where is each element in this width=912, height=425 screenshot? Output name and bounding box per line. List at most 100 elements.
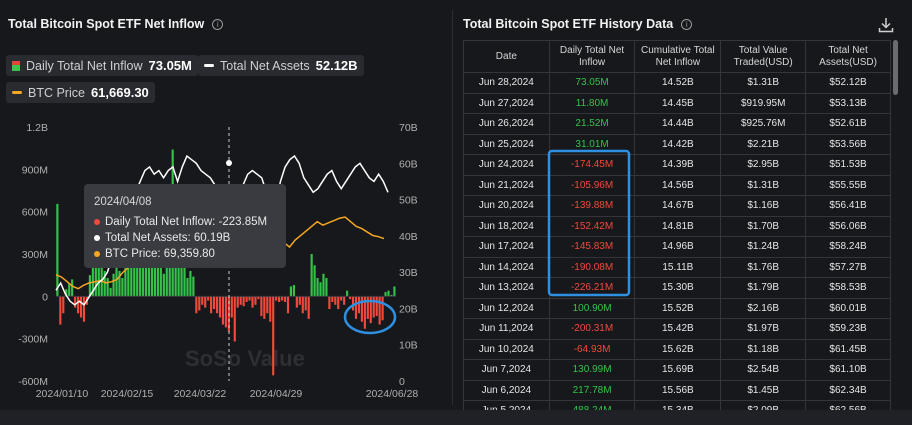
- cell-net-assets: $60.01B: [805, 297, 891, 319]
- table-row[interactable]: Jun 21,2024 -105.96M 14.56B $1.31B $55.55B: [463, 174, 891, 196]
- cell-daily-inflow: -152.42M: [548, 215, 636, 237]
- inflow-bar: [357, 296, 361, 314]
- table-row[interactable]: Jun 11,2024 -200.31M 15.42B $1.97B $59.23B: [463, 318, 891, 340]
- cell-net-assets: $55.55B: [805, 174, 891, 196]
- inflow-bar: [278, 296, 281, 302]
- cell-net-assets: $52.12B: [805, 72, 891, 94]
- y-tick-label-left: 900M: [22, 164, 48, 176]
- inflow-bar: [245, 296, 248, 302]
- y-tick-label-right: 70B: [399, 122, 418, 134]
- cell-value-traded: $1.18B: [720, 338, 807, 360]
- inflow-bar: [100, 254, 103, 297]
- table-row[interactable]: Jun 7,2024 130.99M 15.69B $2.54B $61.10B: [463, 359, 891, 381]
- inflow-bar: [378, 296, 381, 325]
- legend-value: 73.05M: [148, 58, 192, 73]
- tooltip-text: Total Net Assets: 60.19B: [105, 232, 231, 244]
- table-row[interactable]: Jun 6,2024 217.78M 15.56B $1.45B $62.34B: [463, 379, 891, 401]
- inflow-bar: [283, 296, 287, 302]
- cell-daily-inflow: -105.96M: [548, 174, 636, 196]
- col-date[interactable]: Date: [463, 40, 550, 73]
- cell-date: Jun 12,2024: [463, 297, 550, 319]
- cell-daily-inflow: 31.01M: [548, 133, 636, 155]
- cell-net-assets: $57.27B: [805, 256, 891, 278]
- bottom-bar: [0, 410, 912, 425]
- inflow-bar: [106, 277, 109, 297]
- cell-value-traded: $1.79B: [720, 277, 807, 299]
- inflow-bar: [124, 259, 127, 297]
- table-row[interactable]: Jun 25,2024 31.01M 14.42B $2.21B $53.56B: [463, 133, 891, 155]
- table-row[interactable]: Jun 27,2024 11.80M 14.45B $919.95M $53.13B: [463, 92, 891, 114]
- inflow-bar: [310, 254, 313, 297]
- table-row[interactable]: Jun 26,2024 21.52M 14.44B $925.76M $52.61B: [463, 113, 891, 135]
- inflow-bar: [325, 277, 328, 297]
- cell-date: Jun 17,2024: [463, 236, 550, 258]
- cell-value-traded: $2.54B: [720, 359, 807, 381]
- col-daily-inflow[interactable]: Daily Total Net Inflow: [548, 40, 636, 73]
- table-row[interactable]: Jun 18,2024 -152.42M 14.81B $1.70B $56.06B: [463, 215, 891, 237]
- table-row[interactable]: Jun 13,2024 -226.21M 15.30B $1.79B $58.53B: [463, 277, 891, 299]
- legend-btc-price[interactable]: BTC Price 61,669.30: [6, 82, 155, 103]
- y-tick-label-right: 40B: [399, 231, 418, 243]
- y-tick-label-left: 1.2B: [26, 122, 48, 134]
- info-icon[interactable]: i: [681, 18, 693, 30]
- col-value-traded[interactable]: Total Value Traded(USD): [720, 40, 807, 73]
- info-icon[interactable]: i: [212, 18, 224, 30]
- tooltip-date: 2024/04/08: [94, 196, 152, 208]
- inflow-bar: [130, 242, 133, 297]
- inflow-bar: [316, 277, 319, 297]
- inflow-bar: [192, 276, 195, 297]
- cell-daily-inflow: 217.78M: [548, 379, 636, 401]
- inflow-bar: [180, 254, 183, 297]
- inflow-bar: [210, 296, 213, 314]
- inflow-bar: [204, 296, 207, 308]
- inflow-bar: [286, 296, 290, 314]
- download-icon[interactable]: [878, 17, 894, 33]
- table-row[interactable]: Jun 10,2024 -64.93M 15.62B $1.18B $61.45B: [463, 338, 891, 360]
- inflow-bar: [103, 270, 106, 297]
- x-tick-label: 2024/01/10: [36, 388, 89, 400]
- history-title: Total Bitcoin Spot ETF History Data i: [463, 17, 693, 31]
- table-row[interactable]: Jun 14,2024 -190.08M 15.11B $1.76B $57.27B: [463, 256, 891, 278]
- history-table: Date Daily Total Net Inflow Cumulative T…: [463, 40, 891, 422]
- cell-cumulative: 15.62B: [634, 338, 722, 360]
- col-cumulative[interactable]: Cumulative Total Net Inflow: [634, 40, 722, 73]
- inflow-bar: [62, 296, 65, 314]
- inflow-bar: [351, 296, 355, 311]
- table-row[interactable]: Jun 12,2024 100.90M 15.52B $2.16B $60.01B: [463, 297, 891, 319]
- inflow-bar: [319, 282, 322, 297]
- table-row[interactable]: Jun 24,2024 -174.45M 14.39B $2.95B $51.53B: [463, 154, 891, 176]
- inflow-bar: [218, 296, 222, 318]
- cell-daily-inflow: 21.52M: [548, 113, 636, 135]
- table-scrollbar[interactable]: [893, 40, 898, 95]
- inflow-bar: [162, 273, 165, 297]
- x-tick-label: 2024/04/29: [250, 388, 303, 400]
- table-row[interactable]: Jun 28,2024 73.05M 14.52B $1.31B $52.12B: [463, 72, 891, 94]
- legend-swatch-white: [204, 64, 214, 67]
- inflow-bar: [384, 292, 387, 297]
- x-tick-label: 2024/03/22: [174, 388, 227, 400]
- cell-cumulative: 14.44B: [634, 113, 722, 135]
- inflow-bar: [230, 296, 233, 318]
- col-net-assets[interactable]: Total Net Assets(USD): [805, 40, 891, 73]
- inflow-bar: [381, 296, 384, 321]
- cell-net-assets: $52.61B: [805, 113, 891, 135]
- cell-date: Jun 27,2024: [463, 92, 550, 114]
- legend-total-net-assets[interactable]: Total Net Assets 52.12B: [198, 55, 364, 76]
- y-tick-label-right: 30B: [399, 267, 418, 279]
- legend-daily-inflow[interactable]: Daily Total Net Inflow 73.05M: [6, 55, 198, 76]
- history-title-text: Total Bitcoin Spot ETF History Data: [463, 17, 674, 31]
- inflow-bar: [295, 296, 298, 308]
- inflow-bar: [239, 296, 242, 305]
- highlight-ellipse: [343, 299, 397, 335]
- inflow-bar: [390, 294, 393, 297]
- table-row[interactable]: Jun 17,2024 -145.83M 14.96B $1.24B $58.24B: [463, 236, 891, 258]
- legend-value: 61,669.30: [90, 85, 149, 100]
- table-row[interactable]: Jun 20,2024 -139.88M 14.67B $1.16B $56.41B: [463, 195, 891, 217]
- inflow-bar: [266, 296, 269, 314]
- inflow-bar: [304, 296, 307, 311]
- inflow-bar: [242, 296, 245, 307]
- cell-net-assets: $61.45B: [805, 338, 891, 360]
- cell-net-assets: $59.23B: [805, 318, 891, 340]
- cell-daily-inflow: 73.05M: [548, 72, 636, 94]
- inflow-bar: [79, 296, 83, 318]
